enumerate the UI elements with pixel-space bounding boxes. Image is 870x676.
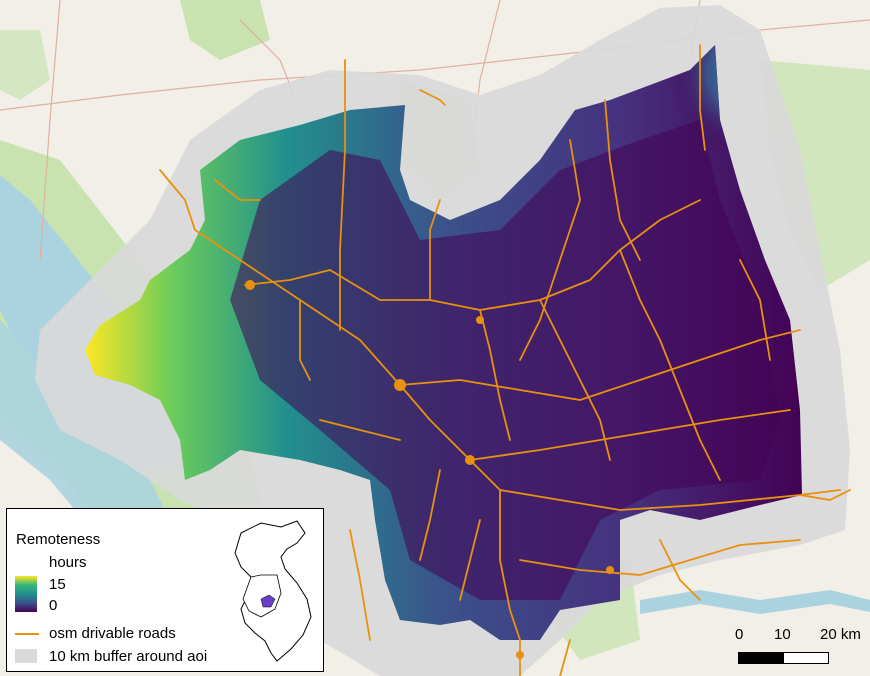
scale-bar-white <box>783 652 829 664</box>
scale-bar-black <box>738 652 784 664</box>
road-clusters <box>245 280 614 659</box>
legend-title: Remoteness <box>16 531 101 548</box>
inset-locator-map <box>234 520 312 662</box>
legend-roads-swatch <box>15 633 39 635</box>
osm-drivable-roads <box>159 44 851 676</box>
legend-gradient-swatch <box>15 576 37 612</box>
remoteness-core <box>230 120 780 600</box>
scale-label-20km: 20 km <box>820 626 861 643</box>
map-legend: Remoteness hours 15 0 osm drivable roads… <box>6 508 324 672</box>
legend-max-label: 15 <box>49 576 66 593</box>
scale-label-0: 0 <box>735 626 744 643</box>
legend-min-label: 0 <box>49 597 58 614</box>
scale-label-10: 10 <box>774 626 791 643</box>
scale-bar: 0 10 20 km <box>735 626 861 668</box>
legend-buffer-label: 10 km buffer around aoi <box>49 648 208 665</box>
legend-buffer-swatch <box>15 649 37 663</box>
legend-roads-label: osm drivable roads <box>49 625 176 642</box>
legend-unit: hours <box>49 554 87 571</box>
